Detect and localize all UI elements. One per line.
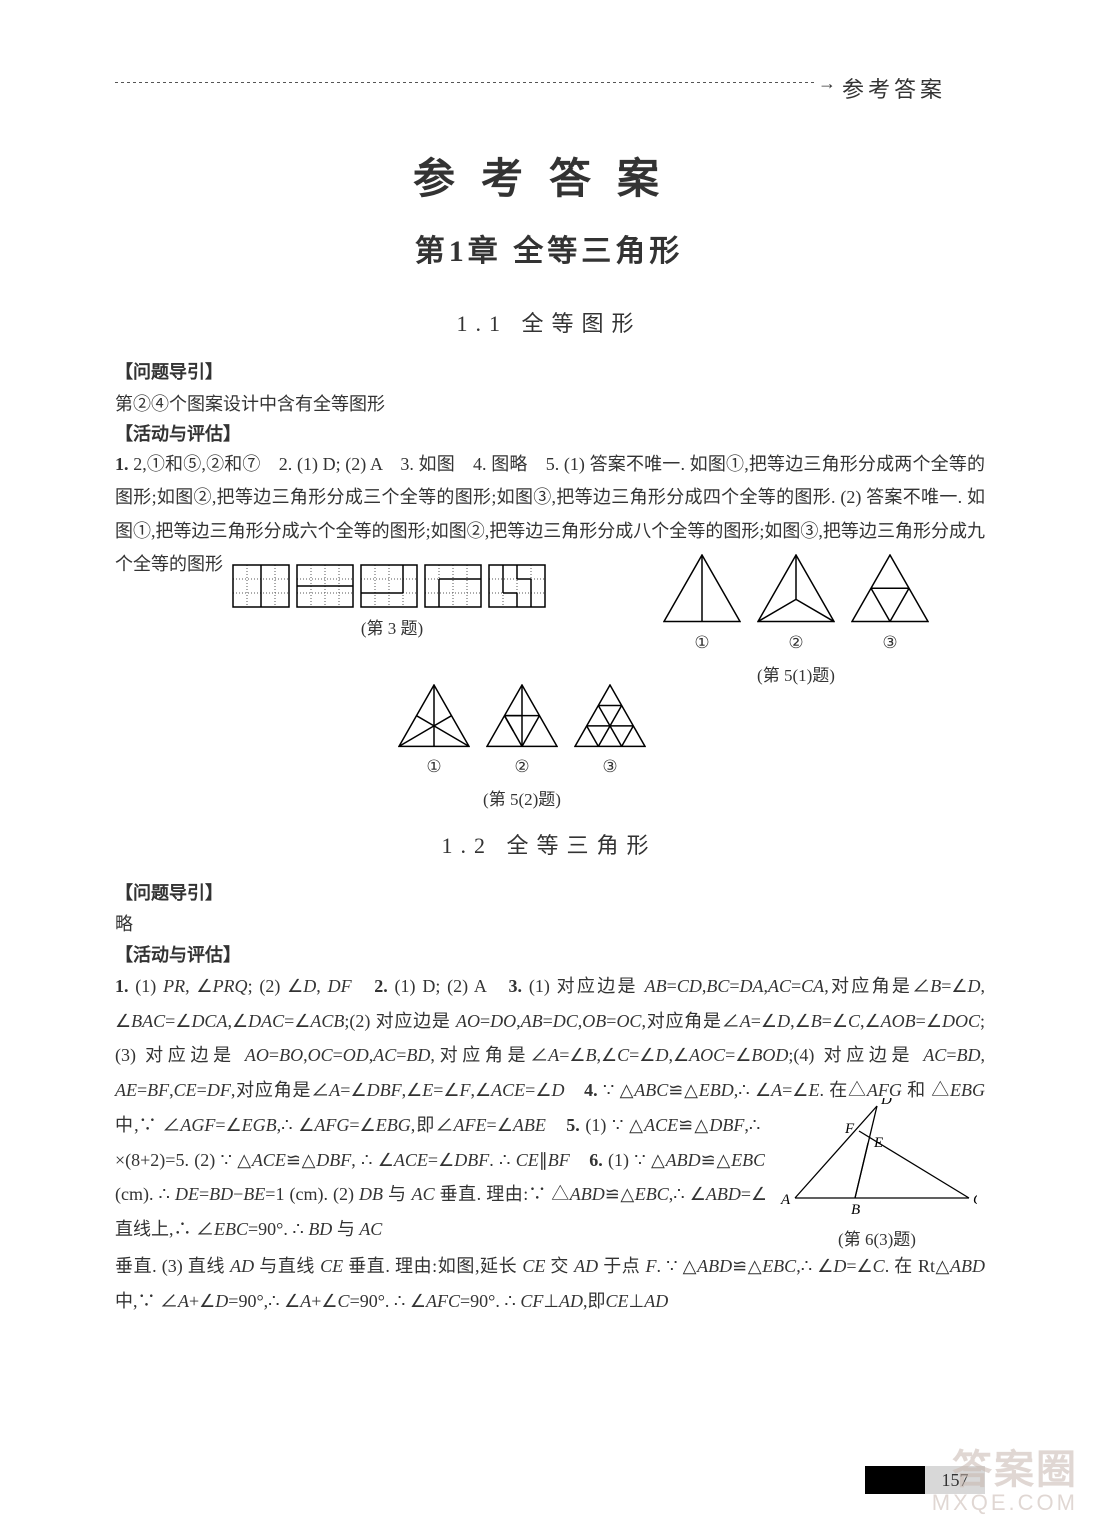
figure-5-2-caption: (第 5(2)题) xyxy=(390,785,654,810)
chapter-title: 第1章 全等三角形 xyxy=(0,226,1098,270)
section-1-title: 1.1 全等图形 xyxy=(0,306,1098,338)
svg-text:F: F xyxy=(844,1121,855,1137)
figure-6-3: A B C D E F (第 6(3)题) xyxy=(765,1098,985,1250)
section-2-activity-label: 【活动与评估】 xyxy=(115,941,241,967)
svg-text:D: D xyxy=(880,1098,892,1108)
section-1-question-label: 【问题导引】 xyxy=(115,358,223,384)
page-title: 参考答案 xyxy=(0,145,1098,206)
figure-3-caption: (第 3 题) xyxy=(232,614,552,639)
figure-5-1: ①②③ (第 5(1)题) xyxy=(655,554,937,686)
figure-6-3-diagram: A B C D E F xyxy=(777,1098,977,1218)
section-2-question-label: 【问题导引】 xyxy=(115,879,223,905)
figure-6-3-caption: (第 6(3)题) xyxy=(777,1225,977,1250)
figure-5-1-caption: (第 5(1)题) xyxy=(655,661,937,686)
svg-text:E: E xyxy=(873,1135,883,1151)
section-1-activity-label: 【活动与评估】 xyxy=(115,420,241,446)
svg-text:B: B xyxy=(851,1202,860,1218)
watermark-line-2: MXQE.COM xyxy=(932,1490,1078,1516)
header-rule xyxy=(115,82,815,83)
figure-5-2: ①②③ (第 5(2)题) xyxy=(390,684,654,810)
header-label: 参考答案 xyxy=(842,72,946,104)
svg-text:A: A xyxy=(780,1192,791,1208)
section-2-question-text: 略 xyxy=(115,910,133,936)
header-arrow: → xyxy=(818,73,836,94)
watermark: 答案圈 MXQE.COM xyxy=(932,1450,1078,1516)
section-1-question-text: 第②④个图案设计中含有全等图形 xyxy=(115,389,385,420)
section-2-activity-text-2: 垂直. (3) 直线 AD 与直线 CE 垂直. 理由:如图,延长 CE 交 A… xyxy=(115,1249,985,1318)
section-2-title: 1.2 全等三角形 xyxy=(0,828,1098,860)
svg-text:C: C xyxy=(973,1192,977,1208)
figure-3: (第 3 题) xyxy=(232,564,552,639)
watermark-line-1: 答案圈 xyxy=(932,1450,1078,1490)
